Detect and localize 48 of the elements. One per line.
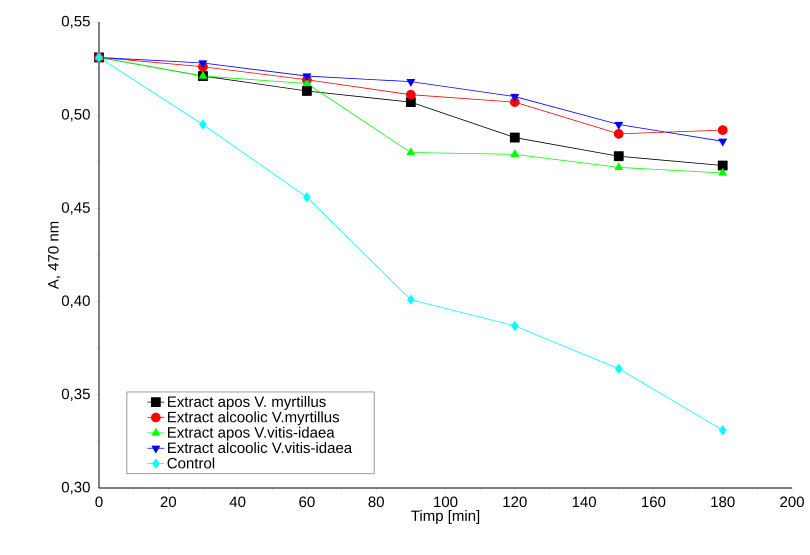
x-tick-label: 100 (434, 496, 458, 508)
point (718, 138, 728, 146)
x-tick-label: 0 (95, 496, 103, 508)
legend-label: Extract apos V. myrtillus (168, 396, 326, 410)
point (614, 364, 623, 374)
x-tick-label: 160 (642, 496, 666, 508)
point (718, 168, 728, 176)
point (199, 120, 207, 130)
y-tick-label: 0,40 (62, 295, 90, 308)
x-tick-label: 120 (503, 496, 527, 508)
x-tick-label: 140 (572, 496, 596, 508)
point (198, 60, 208, 68)
x-axis-title: Timp [min] (411, 510, 480, 524)
point (614, 151, 624, 162)
point (302, 86, 312, 96)
point (302, 73, 312, 81)
x-tick-label: 40 (230, 496, 246, 508)
y-tick-label: 0,50 (62, 109, 90, 122)
legend-label: Extract alcoolic V.vitis-idaea (168, 442, 352, 454)
legend-label: Control (168, 457, 214, 468)
point (614, 122, 624, 130)
y-axis-title: A, 470 nm (48, 222, 60, 290)
point (614, 128, 624, 139)
x-tick-label: 180 (711, 496, 735, 508)
y-tick-label: 0,45 (62, 202, 90, 215)
point (302, 78, 312, 86)
y-tick-label: 0,30 (62, 482, 90, 494)
x-tick-label: 80 (368, 496, 384, 508)
point (510, 94, 520, 102)
point (718, 425, 726, 436)
y-tick-label: 0,35 (62, 388, 90, 401)
point (510, 149, 520, 157)
x-tick-label: 60 (299, 496, 315, 508)
legend-label: Extract apos V.vitis-idaea (168, 426, 335, 441)
legend-label: Extract alcoolic V.myrtillus (168, 411, 340, 426)
point (718, 160, 728, 170)
x-tick-label: 200 (780, 496, 804, 508)
point (406, 90, 416, 100)
point (303, 192, 311, 202)
point (718, 125, 728, 136)
point (406, 148, 416, 156)
point (406, 79, 416, 87)
y-tick-label: 0,55 (62, 16, 90, 28)
point (510, 132, 520, 142)
point (511, 320, 519, 331)
x-tick-label: 20 (160, 496, 176, 508)
point (407, 294, 415, 305)
point (614, 162, 624, 170)
